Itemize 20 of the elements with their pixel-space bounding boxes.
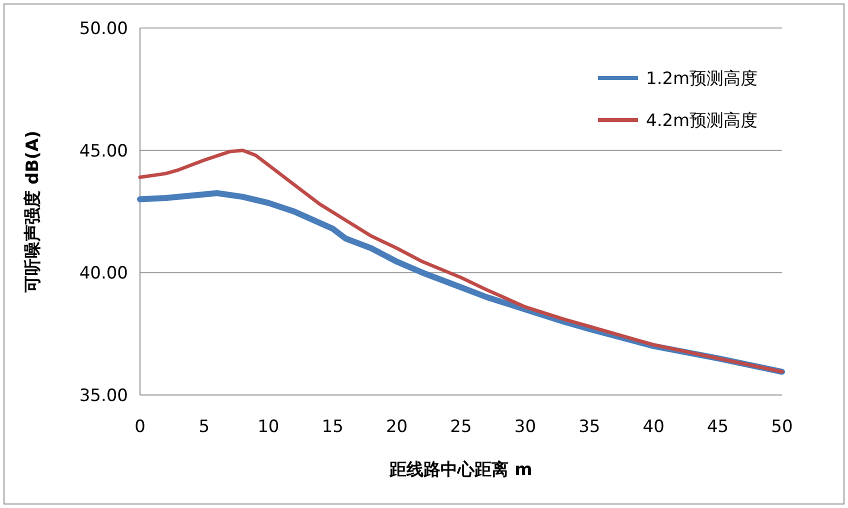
- x-tick-label: 40: [642, 417, 664, 437]
- x-tick-label: 20: [386, 417, 408, 437]
- y-tick-label: 40.00: [79, 264, 128, 284]
- x-axis-title: 距线路中心距离 m: [388, 460, 532, 480]
- legend-label: 1.2m预测高度: [646, 69, 758, 89]
- y-tick-label: 35.00: [79, 386, 128, 406]
- x-tick-label: 30: [514, 417, 536, 437]
- legend-label: 4.2m预测高度: [646, 111, 758, 131]
- x-tick-label: 0: [134, 417, 146, 437]
- y-tick-label: 45.00: [79, 141, 128, 162]
- x-tick-label: 25: [450, 417, 472, 437]
- x-tick-label: 5: [198, 417, 210, 437]
- x-tick-label: 50: [771, 417, 793, 437]
- x-tick-label: 10: [258, 417, 280, 437]
- x-tick-label: 15: [322, 417, 344, 437]
- y-axis-title: 可听噪声强度 dB(A): [23, 130, 43, 294]
- y-tick-label: 50.00: [79, 19, 128, 39]
- x-tick-label: 35: [578, 417, 600, 437]
- x-tick-label: 45: [706, 417, 729, 437]
- line-series: [138, 148, 784, 374]
